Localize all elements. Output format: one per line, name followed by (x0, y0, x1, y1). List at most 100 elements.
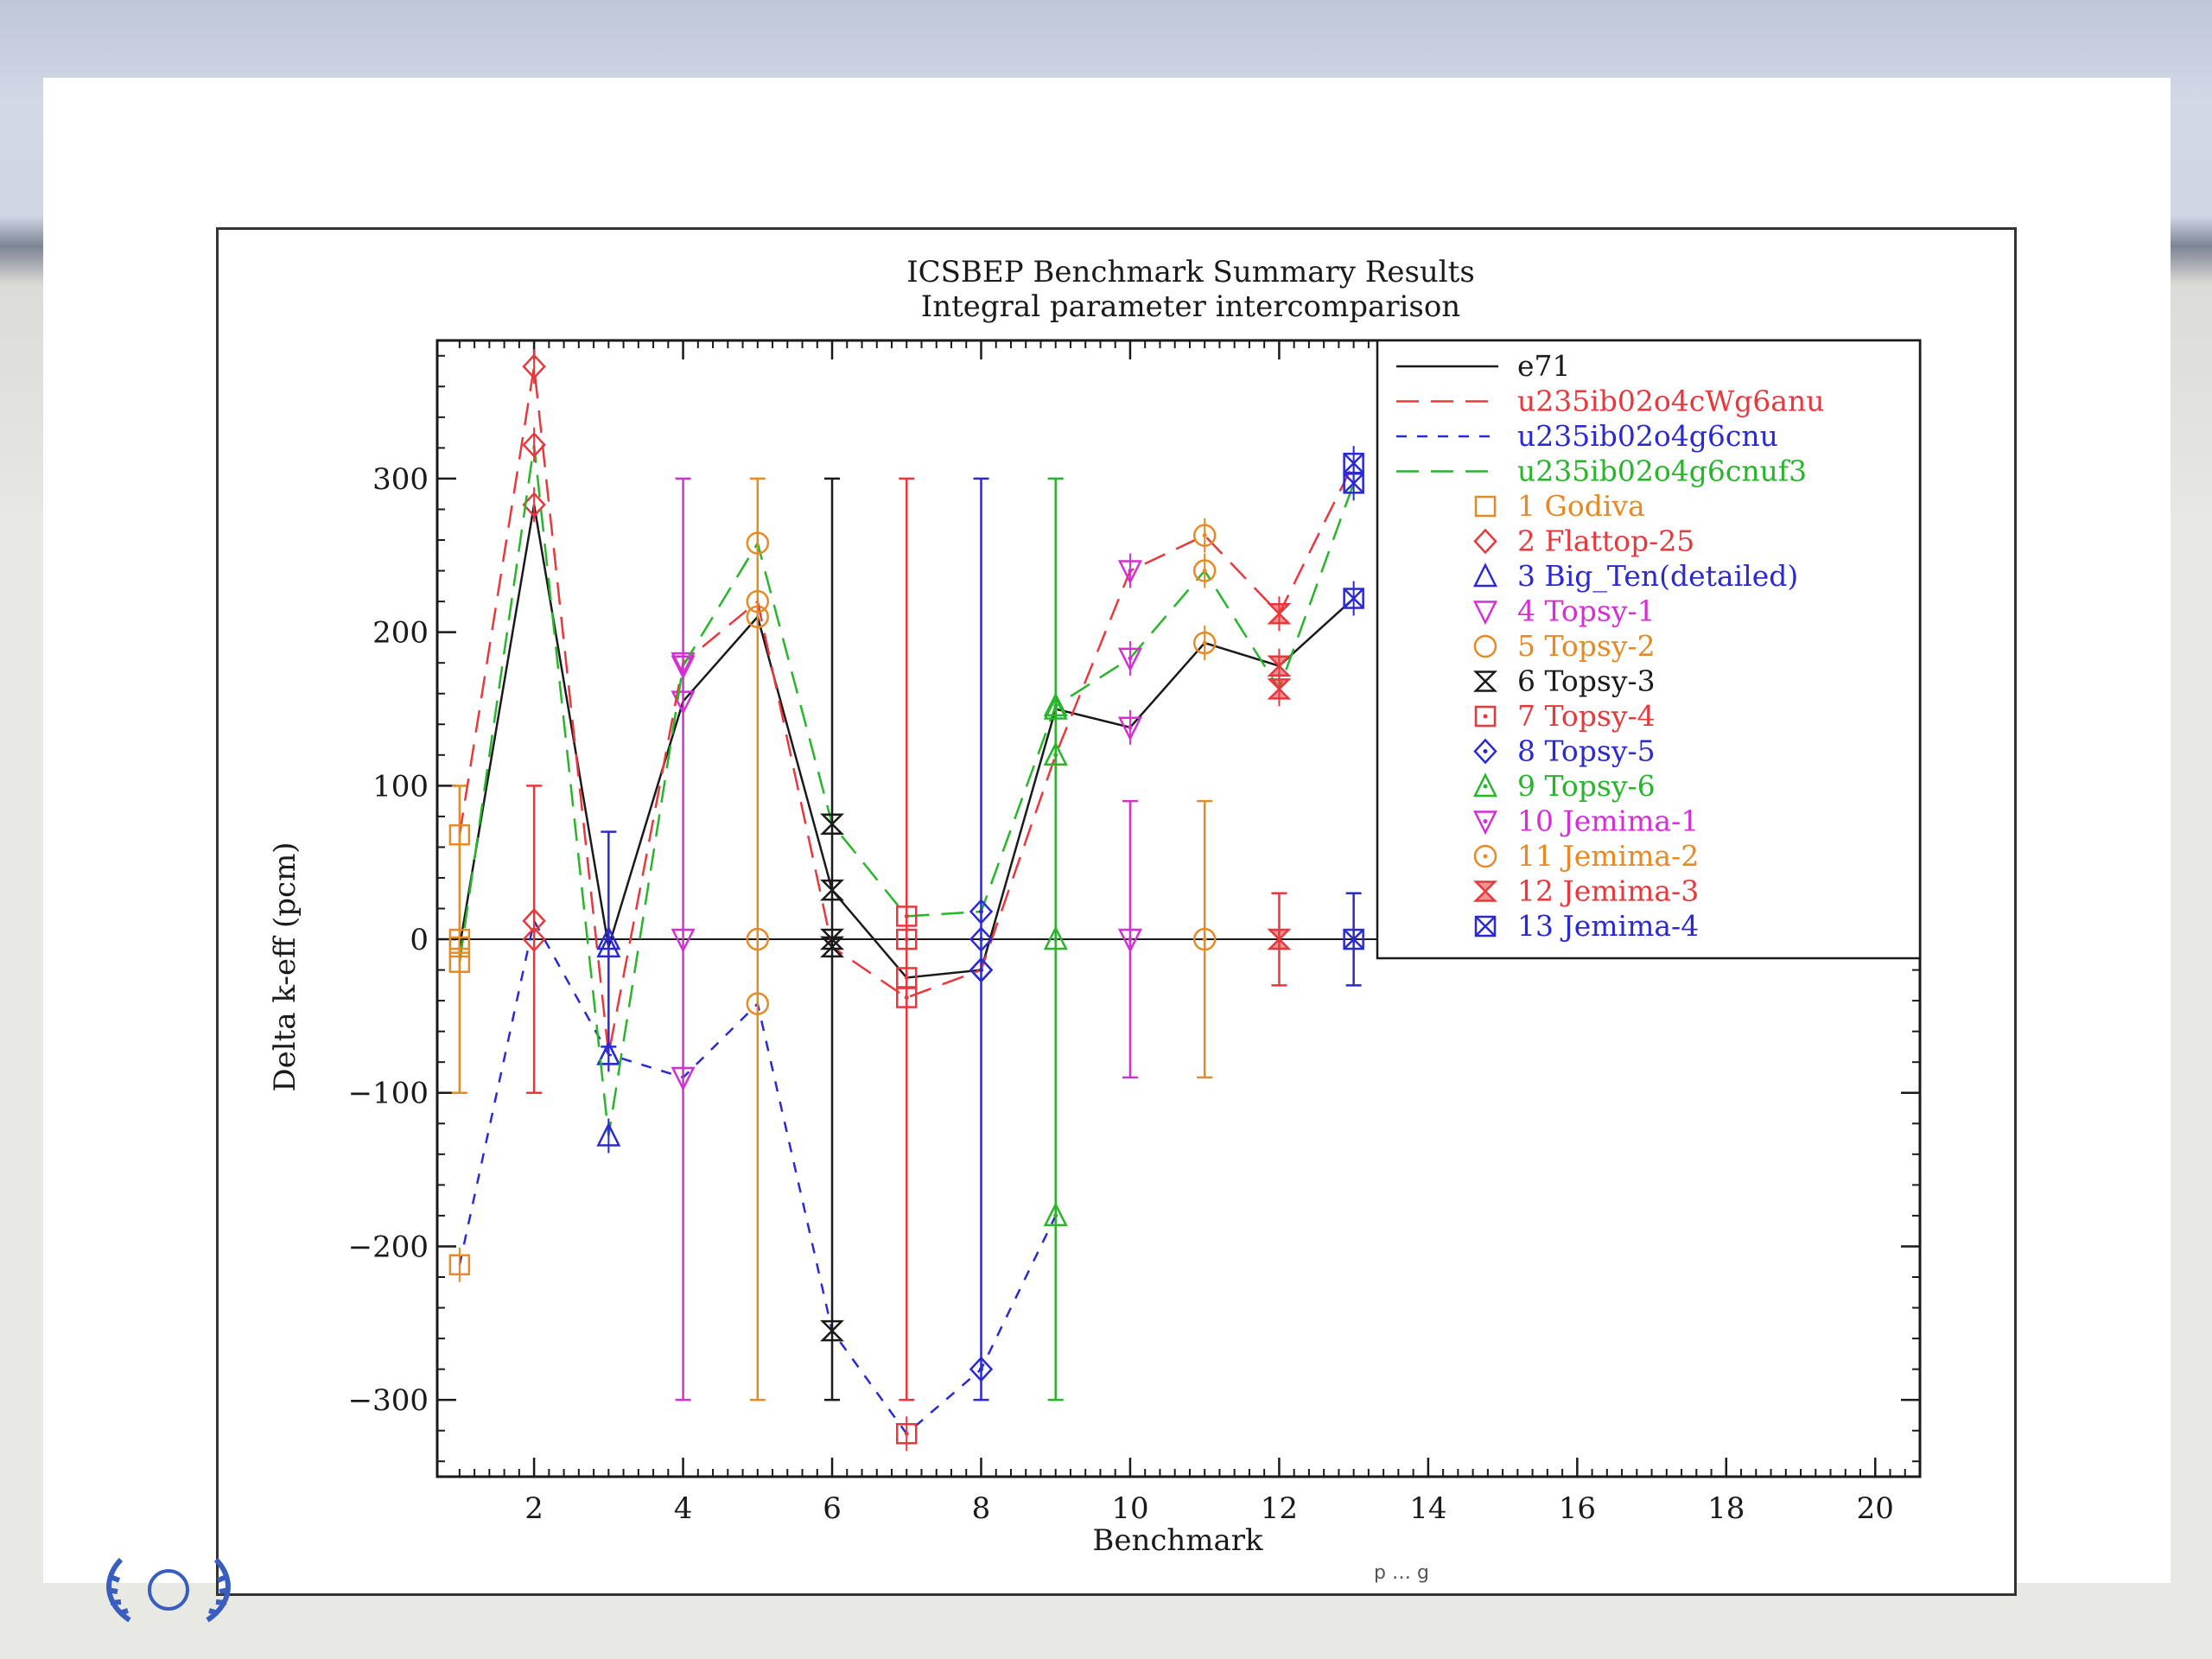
marker-shape (1043, 1202, 1068, 1227)
marker-dot (1483, 749, 1488, 753)
data-point (1117, 716, 1142, 741)
marker-dot (1483, 854, 1488, 859)
data-point (1043, 741, 1068, 766)
legend-marker (1473, 738, 1497, 765)
marker-shape (522, 926, 546, 952)
data-point (896, 1422, 918, 1445)
marker-shape (448, 951, 471, 973)
chart-frame: ICSBEP Benchmark Summary Results Integra… (216, 227, 2017, 1596)
y-tick-label: −300 (348, 1383, 429, 1418)
marker-shape (1267, 603, 1292, 625)
benchmark-zero-marker (671, 928, 696, 953)
marker-shape (969, 957, 994, 983)
data-point (671, 690, 696, 715)
marker-shape (671, 928, 696, 953)
marker-shape (1117, 716, 1142, 741)
legend-label: 13 Jemima-4 (1517, 909, 1699, 943)
marker-shape (596, 1040, 621, 1065)
legend-label: 9 Topsy-6 (1517, 769, 1656, 803)
data-point (820, 879, 845, 901)
chart-subtitle: Integral parameter intercomparison (921, 289, 1460, 324)
marker-shape (448, 823, 471, 846)
data-point (820, 813, 845, 836)
marker-shape (448, 1254, 471, 1276)
marker-shape (820, 928, 845, 950)
x-tick-label: 2 (524, 1491, 543, 1526)
marker-shape (1117, 647, 1142, 672)
data-point (746, 589, 770, 613)
marker-dot (1483, 714, 1488, 719)
marker-dot (978, 937, 983, 942)
legend-label: 4 Topsy-1 (1517, 594, 1656, 628)
legend-label: e71 (1517, 349, 1571, 383)
x-tick-label: 14 (1409, 1491, 1446, 1526)
legend-box (1376, 339, 1922, 960)
marker-shape (1472, 563, 1498, 588)
marker-shape (1472, 601, 1498, 626)
data-point (1043, 692, 1068, 717)
marker-shape (969, 899, 994, 925)
marker-dot (1202, 569, 1207, 574)
data-point (969, 1356, 994, 1382)
marker-shape (1343, 473, 1364, 494)
legend-marker (1472, 601, 1498, 626)
benchmark-zero-marker (596, 925, 621, 950)
data-point (1343, 588, 1364, 609)
data-point (969, 899, 994, 925)
x-tick-label: 6 (823, 1491, 842, 1526)
benchmark-zero-marker (820, 928, 845, 950)
marker-shape (1473, 844, 1497, 868)
x-tick-label: 16 (1559, 1491, 1596, 1526)
data-point (522, 431, 546, 458)
marker-shape (1192, 524, 1217, 547)
data-point (448, 823, 471, 846)
data-point (969, 957, 994, 983)
data-point (896, 987, 918, 1008)
marker-dot (1128, 937, 1133, 942)
data-point (522, 907, 546, 934)
legend-label: 10 Jemima-1 (1517, 804, 1699, 838)
marker-shape (1343, 588, 1364, 609)
marker-dot (904, 913, 909, 918)
marker-shape (896, 906, 918, 927)
chart-title: ICSBEP Benchmark Summary Results (906, 255, 1475, 289)
marker-dot (1053, 703, 1058, 709)
marker-shape (896, 987, 918, 1008)
marker-dot (1483, 819, 1488, 823)
legend-marker (1474, 705, 1497, 728)
benchmark-zero-marker (448, 928, 471, 950)
marker-shape (1343, 928, 1364, 950)
marker-shape (969, 1356, 994, 1382)
marker-shape (522, 431, 546, 458)
data-point (820, 1319, 845, 1342)
marker-shape (1472, 880, 1498, 902)
marker-dot (1128, 569, 1133, 574)
legend-marker (1474, 915, 1497, 938)
x-tick-label: 4 (674, 1491, 693, 1526)
marker-shape (746, 927, 770, 951)
data-point (1192, 559, 1217, 582)
x-tick-label: 18 (1707, 1491, 1745, 1526)
marker-dot (978, 1367, 983, 1372)
data-point (522, 353, 546, 380)
marker-dot (904, 995, 909, 1001)
legend-label: 12 Jemima-3 (1517, 874, 1699, 908)
data-point (1267, 655, 1292, 677)
marker-dot (1202, 640, 1207, 645)
data-point (1192, 631, 1217, 655)
marker-shape (1117, 560, 1142, 585)
marker-shape (1475, 916, 1496, 937)
marker-dot (904, 975, 909, 980)
legend-label: 6 Topsy-3 (1517, 664, 1656, 698)
data-point (1043, 1202, 1068, 1227)
marker-shape (1117, 928, 1142, 953)
data-point (671, 1066, 696, 1091)
data-point (596, 933, 621, 958)
marker-dot (904, 1431, 909, 1436)
marker-dot (1053, 753, 1058, 758)
data-point (746, 992, 770, 1015)
data-point (896, 906, 918, 927)
marker-shape (1474, 495, 1497, 518)
y-tick-label: 300 (372, 462, 429, 497)
marker-shape (671, 655, 696, 680)
